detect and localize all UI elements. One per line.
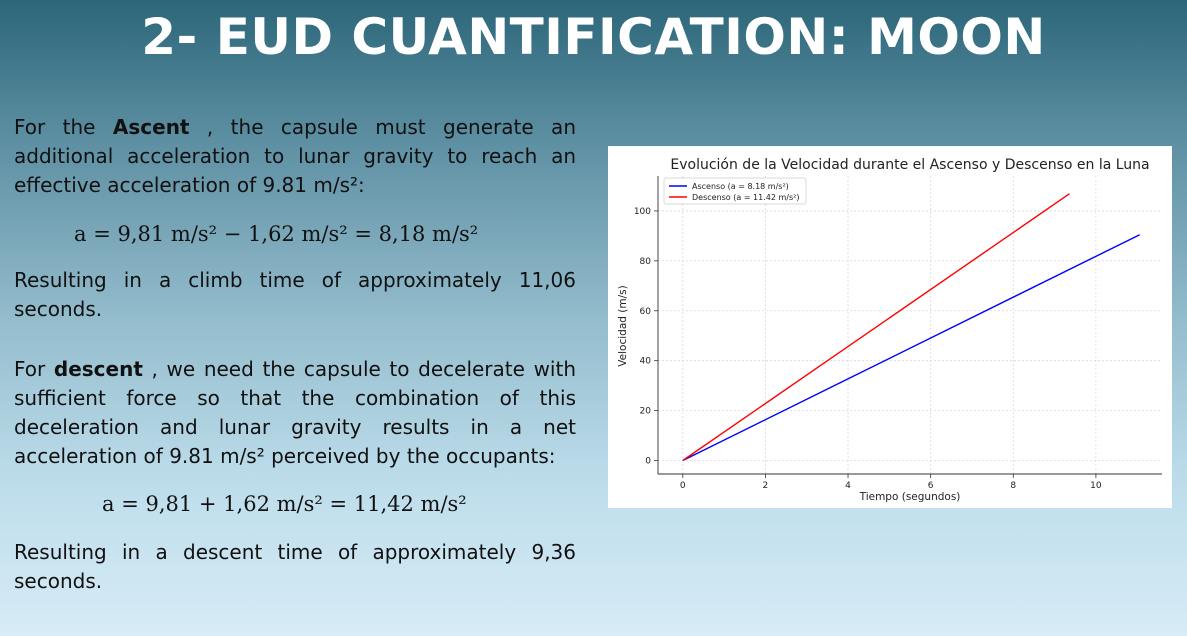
ascent-result: Resulting in a climb time of approximate… xyxy=(14,268,576,321)
legend-box xyxy=(663,177,807,205)
chart-grid xyxy=(658,176,1162,474)
slide-title: 2- EUD CUANTIFICATION: MOON xyxy=(141,8,1046,66)
y-tick-label: 40 xyxy=(640,357,652,367)
y-axis-label: Velocidad (m/s) xyxy=(617,285,629,366)
descent-keyword: descent xyxy=(53,357,143,381)
ascent-equation: a = 9,81 m/s² − 1,62 m/s² = 8,18 m/s² xyxy=(74,222,479,246)
legend-label: Ascenso (a = 8.18 m/s²) xyxy=(692,182,789,191)
legend-label: Descenso (a = 11.42 m/s²) xyxy=(692,193,800,202)
x-tick-label: 4 xyxy=(845,481,851,491)
descent-intro-paragraph: For descent , we need the capsule to dec… xyxy=(14,355,576,471)
y-tick-label: 20 xyxy=(640,407,652,417)
series-line-descenso xyxy=(682,193,1070,462)
velocity-chart: Evolución de la Velocidad durante el Asc… xyxy=(608,146,1172,508)
chart-svg: Evolución de la Velocidad durante el Asc… xyxy=(617,157,1162,503)
ascent-keyword: Ascent xyxy=(112,115,190,139)
chart-series xyxy=(682,193,1141,462)
descent-result: Resulting in a descent time of approxima… xyxy=(14,540,576,593)
descent-equation: a = 9,81 + 1,62 m/s² = 11,42 m/s² xyxy=(102,492,467,516)
y-tick-label: 0 xyxy=(645,457,651,467)
y-tick-label: 60 xyxy=(640,307,652,317)
ascent-intro-suffix: , the capsule must generate an additiona… xyxy=(14,115,576,197)
series-line-ascenso xyxy=(682,234,1141,462)
ascent-intro-paragraph: For the Ascent , the capsule must genera… xyxy=(14,113,576,200)
chart-title: Evolución de la Velocidad durante el Asc… xyxy=(670,157,1149,173)
descent-intro-prefix: For xyxy=(14,357,54,381)
x-tick-label: 8 xyxy=(1010,481,1016,491)
chart-legend: Ascenso (a = 8.18 m/s²) Descenso (a = 11.… xyxy=(663,177,807,205)
y-tick-label: 80 xyxy=(640,257,652,267)
x-tick-label: 2 xyxy=(763,481,769,491)
descent-intro-suffix: , we need the capsule to decelerate with… xyxy=(14,357,576,468)
x-tick-label: 0 xyxy=(680,481,686,491)
x-tick-label: 10 xyxy=(1090,481,1102,491)
ascent-intro-prefix: For the xyxy=(14,115,113,139)
x-tick-label: 6 xyxy=(928,481,934,491)
y-tick-label: 100 xyxy=(634,207,651,217)
x-axis-label: Tiempo (segundos) xyxy=(859,491,961,503)
